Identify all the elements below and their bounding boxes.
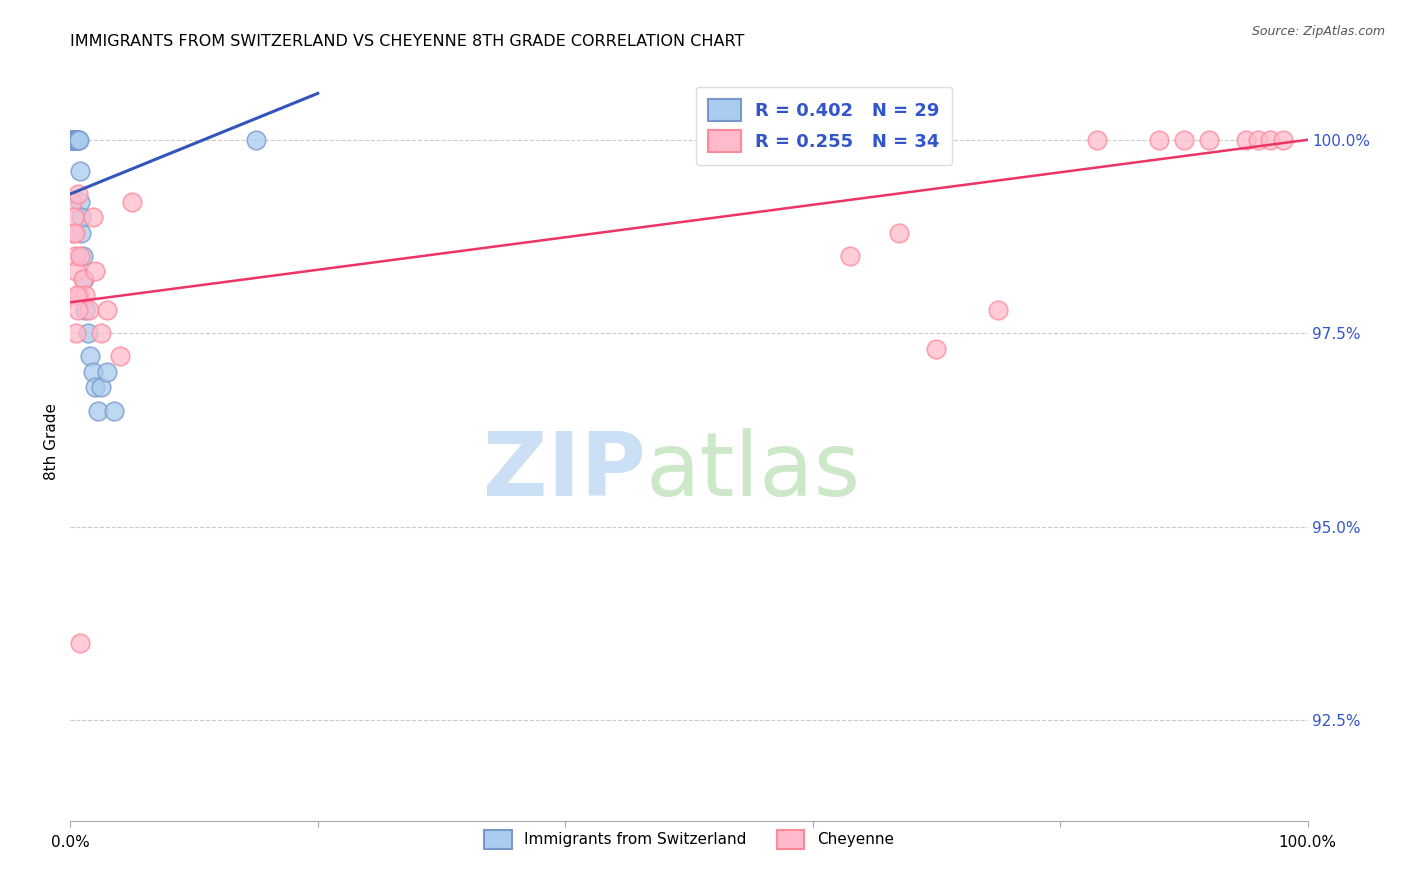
Point: [838, 249, 860, 263]
Point: [63, 133, 86, 147]
Point: [82, 210, 104, 224]
Point: [60, 194, 83, 209]
Point: [75, 303, 97, 318]
Point: [1234, 133, 1257, 147]
Point: [76, 326, 98, 341]
Point: [96, 365, 118, 379]
Text: 0.0%: 0.0%: [51, 835, 90, 849]
Text: IMMIGRANTS FROM SWITZERLAND VS CHEYENNE 8TH GRADE CORRELATION CHART: IMMIGRANTS FROM SWITZERLAND VS CHEYENNE …: [70, 34, 745, 49]
Legend: Immigrants from Switzerland, Cheyenne: Immigrants from Switzerland, Cheyenne: [478, 824, 900, 855]
Point: [108, 350, 131, 364]
Point: [1271, 133, 1294, 147]
Point: [62, 133, 84, 147]
Point: [90, 326, 112, 341]
Point: [65, 133, 87, 147]
Point: [65, 326, 87, 341]
Point: [84, 380, 107, 394]
Point: [1085, 133, 1108, 147]
Point: [62, 133, 84, 147]
Point: [69, 226, 91, 240]
Point: [245, 133, 267, 147]
Point: [1260, 133, 1282, 147]
Point: [69, 249, 91, 263]
Point: [66, 133, 89, 147]
Point: [90, 380, 112, 394]
Point: [66, 186, 89, 201]
Point: [66, 133, 89, 147]
Point: [65, 249, 87, 263]
Point: [69, 163, 91, 178]
Point: [70, 210, 93, 224]
Point: [1147, 133, 1170, 147]
Point: [77, 303, 100, 318]
Point: [67, 133, 90, 147]
Point: [925, 342, 948, 356]
Point: [67, 133, 90, 147]
Point: [96, 303, 118, 318]
Point: [72, 272, 94, 286]
Point: [1173, 133, 1195, 147]
Point: [889, 226, 911, 240]
Point: [60, 133, 83, 147]
Point: [62, 226, 84, 240]
Point: [75, 287, 97, 301]
Point: [1198, 133, 1220, 147]
Point: [65, 133, 87, 147]
Point: [67, 287, 90, 301]
Point: [72, 249, 94, 263]
Point: [987, 303, 1010, 318]
Point: [82, 365, 104, 379]
Point: [69, 194, 91, 209]
Point: [73, 272, 96, 286]
Point: [86, 403, 108, 417]
Point: [103, 403, 125, 417]
Point: [66, 287, 89, 301]
Text: Source: ZipAtlas.com: Source: ZipAtlas.com: [1251, 25, 1385, 38]
Point: [1247, 133, 1270, 147]
Point: [79, 350, 101, 364]
Point: [63, 133, 86, 147]
Y-axis label: 8th Grade: 8th Grade: [44, 403, 59, 480]
Point: [121, 194, 143, 209]
Point: [69, 636, 91, 650]
Point: [84, 264, 107, 278]
Text: atlas: atlas: [645, 428, 860, 516]
Text: ZIP: ZIP: [482, 428, 645, 516]
Point: [60, 133, 83, 147]
Text: 100.0%: 100.0%: [1278, 835, 1337, 849]
Point: [59, 133, 82, 147]
Point: [63, 210, 86, 224]
Point: [65, 264, 87, 278]
Point: [63, 226, 86, 240]
Point: [67, 303, 90, 318]
